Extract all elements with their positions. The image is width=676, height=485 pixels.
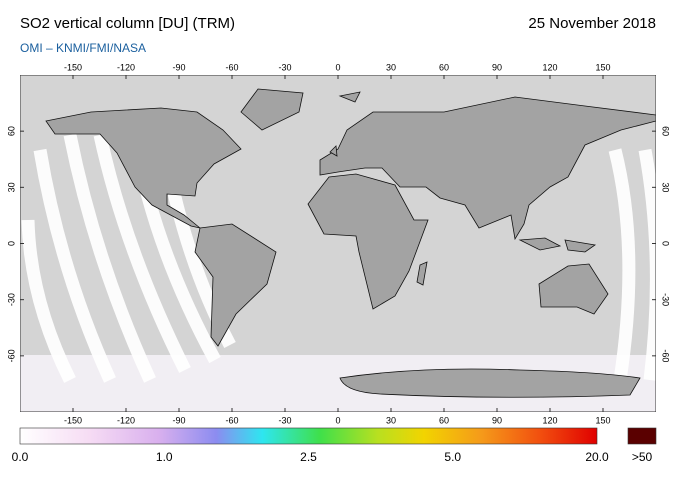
lon-label-top: 60 — [439, 62, 449, 72]
lon-label-bottom: 60 — [439, 415, 449, 425]
lon-label-bottom: 30 — [386, 415, 396, 425]
overflow-label: >50 — [632, 450, 653, 464]
lon-label-bottom: 120 — [542, 415, 557, 425]
title: SO2 vertical column [DU] (TRM) — [20, 15, 235, 32]
lat-label-right: -30 — [661, 293, 671, 306]
lat-label-right: 0 — [661, 241, 671, 246]
lon-label-top: 90 — [492, 62, 502, 72]
lon-label-bottom: -30 — [278, 415, 291, 425]
lat-label-left: -30 — [6, 293, 16, 306]
date: 25 November 2018 — [528, 15, 656, 32]
lon-label-top: 0 — [335, 62, 340, 72]
lon-label-top: -150 — [64, 62, 82, 72]
lon-label-top: -30 — [278, 62, 291, 72]
lon-label-top: 150 — [595, 62, 610, 72]
map — [20, 75, 656, 412]
lon-label-bottom: -60 — [225, 415, 238, 425]
land — [45, 88, 656, 398]
lat-label-left: -60 — [6, 349, 16, 362]
lon-label-bottom: -120 — [117, 415, 135, 425]
lon-label-bottom: 150 — [595, 415, 610, 425]
lat-label-left: 0 — [6, 241, 16, 246]
lon-label-bottom: 90 — [492, 415, 502, 425]
colorbar-label: 1.0 — [156, 450, 173, 464]
colorbar — [19, 427, 598, 445]
lat-label-right: 30 — [661, 182, 671, 192]
lon-label-top: -120 — [117, 62, 135, 72]
lat-label-right: -60 — [661, 349, 671, 362]
lon-label-bottom: -90 — [172, 415, 185, 425]
subtitle: OMI – KNMI/FMI/NASA — [20, 41, 146, 55]
lon-label-bottom: -150 — [64, 415, 82, 425]
lon-label-top: 120 — [542, 62, 557, 72]
lon-label-bottom: 0 — [335, 415, 340, 425]
colorbar-label: 0.0 — [12, 450, 29, 464]
lon-label-top: 30 — [386, 62, 396, 72]
lat-label-left: 30 — [6, 182, 16, 192]
lon-label-top: -60 — [225, 62, 238, 72]
lat-label-left: 60 — [6, 126, 16, 136]
lat-label-right: 60 — [661, 126, 671, 136]
lon-label-top: -90 — [172, 62, 185, 72]
colorbar-label: 20.0 — [585, 450, 609, 464]
colorbar-overflow — [627, 427, 657, 445]
colorbar-label: 2.5 — [300, 450, 317, 464]
colorbar-label: 5.0 — [444, 450, 461, 464]
